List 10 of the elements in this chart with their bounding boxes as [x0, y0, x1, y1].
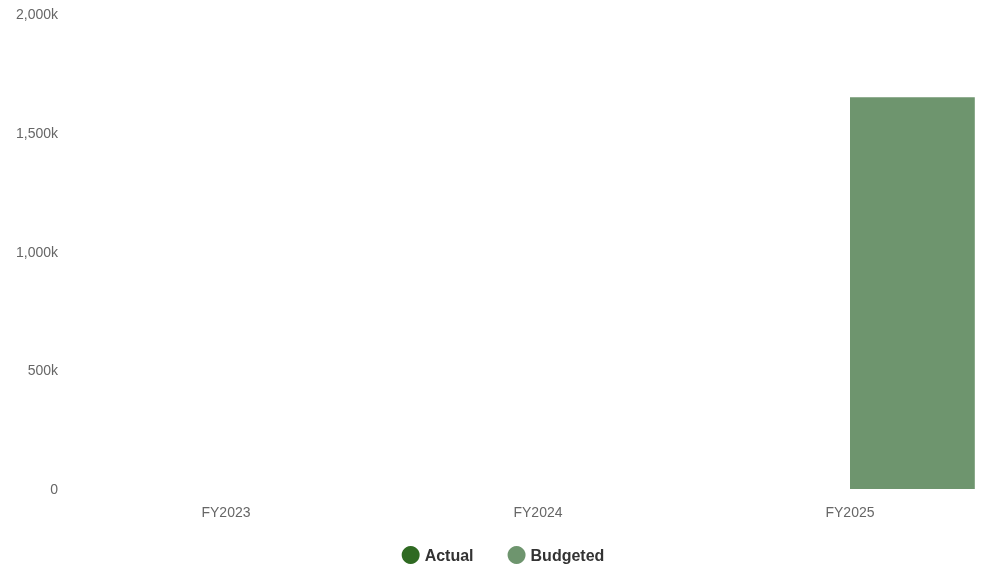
- x-tick-label: FY2025: [825, 504, 875, 520]
- legend-label: Budgeted: [530, 546, 605, 564]
- y-tick-label: 1,500k: [15, 124, 59, 141]
- y-tick-label: 1,000k: [15, 243, 59, 260]
- x-tick-label: FY2024: [513, 504, 563, 520]
- legend-label: Actual: [424, 546, 474, 564]
- y-tick-label: 500k: [27, 362, 59, 379]
- y-tick-label: 0: [50, 481, 59, 497]
- y-tick-label: 2,000k: [15, 6, 59, 22]
- x-tick-label: FY2023: [201, 504, 251, 520]
